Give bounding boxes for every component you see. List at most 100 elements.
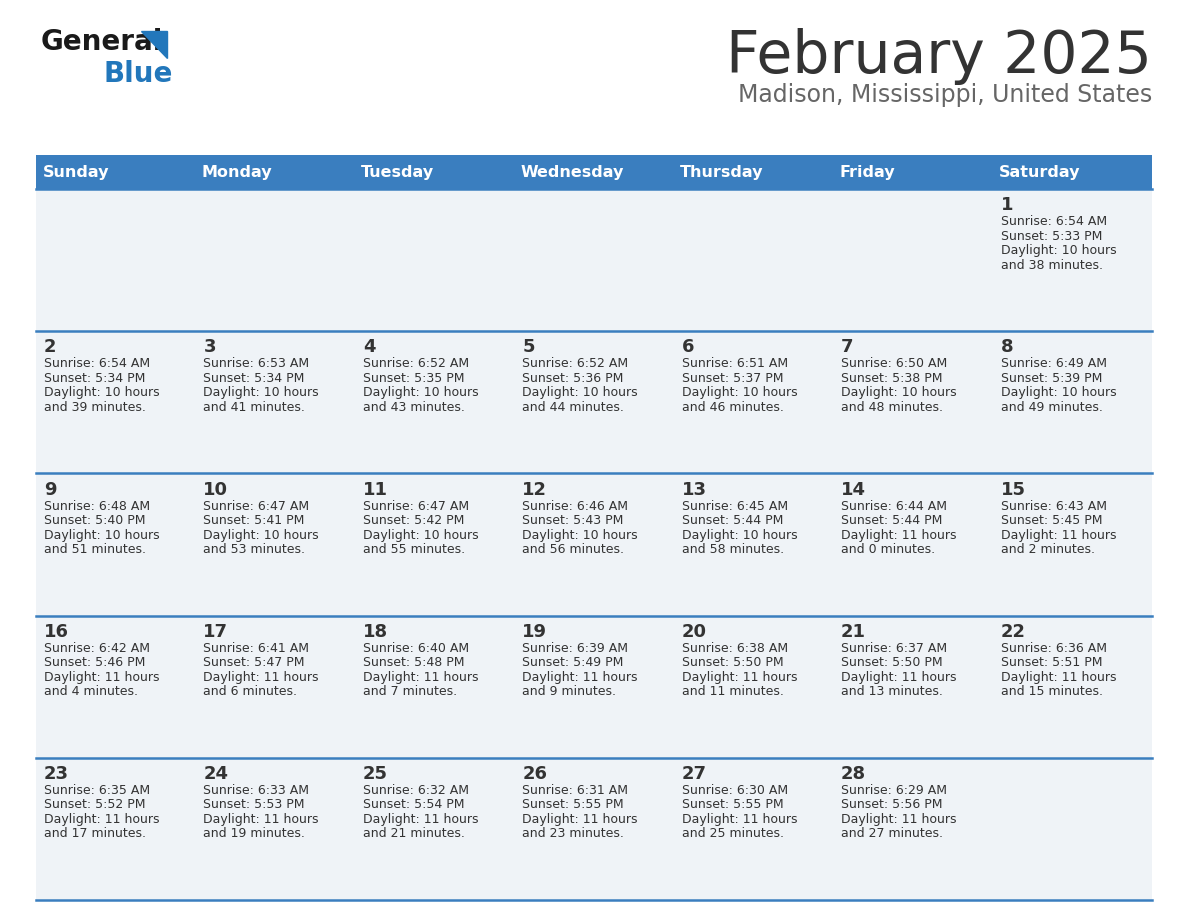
Text: 13: 13 bbox=[682, 480, 707, 498]
Text: Sunset: 5:44 PM: Sunset: 5:44 PM bbox=[841, 514, 942, 527]
Text: Sunday: Sunday bbox=[43, 164, 109, 180]
Text: 16: 16 bbox=[44, 622, 69, 641]
Text: 20: 20 bbox=[682, 622, 707, 641]
Text: Daylight: 11 hours: Daylight: 11 hours bbox=[1000, 529, 1116, 542]
Text: and 7 minutes.: and 7 minutes. bbox=[362, 685, 457, 699]
Text: Sunset: 5:55 PM: Sunset: 5:55 PM bbox=[523, 799, 624, 812]
Text: Friday: Friday bbox=[840, 164, 895, 180]
Text: 10: 10 bbox=[203, 480, 228, 498]
Text: Sunset: 5:46 PM: Sunset: 5:46 PM bbox=[44, 656, 145, 669]
Text: Sunrise: 6:52 AM: Sunrise: 6:52 AM bbox=[362, 357, 469, 370]
Text: and 38 minutes.: and 38 minutes. bbox=[1000, 259, 1102, 272]
Text: 25: 25 bbox=[362, 765, 387, 783]
Text: Sunrise: 6:31 AM: Sunrise: 6:31 AM bbox=[523, 784, 628, 797]
Text: Sunrise: 6:40 AM: Sunrise: 6:40 AM bbox=[362, 642, 469, 655]
Text: 24: 24 bbox=[203, 765, 228, 783]
Text: Sunset: 5:35 PM: Sunset: 5:35 PM bbox=[362, 372, 465, 385]
Text: Daylight: 11 hours: Daylight: 11 hours bbox=[362, 671, 479, 684]
Text: 11: 11 bbox=[362, 480, 387, 498]
Text: Sunset: 5:49 PM: Sunset: 5:49 PM bbox=[523, 656, 624, 669]
Text: Sunset: 5:38 PM: Sunset: 5:38 PM bbox=[841, 372, 942, 385]
Text: Daylight: 11 hours: Daylight: 11 hours bbox=[682, 813, 797, 826]
Text: Daylight: 10 hours: Daylight: 10 hours bbox=[203, 386, 320, 399]
Text: Daylight: 10 hours: Daylight: 10 hours bbox=[1000, 386, 1117, 399]
Text: 26: 26 bbox=[523, 765, 548, 783]
Text: Sunrise: 6:41 AM: Sunrise: 6:41 AM bbox=[203, 642, 309, 655]
Text: and 41 minutes.: and 41 minutes. bbox=[203, 401, 305, 414]
Text: Sunset: 5:39 PM: Sunset: 5:39 PM bbox=[1000, 372, 1102, 385]
Text: 15: 15 bbox=[1000, 480, 1025, 498]
Text: 2: 2 bbox=[44, 339, 57, 356]
Text: Sunrise: 6:35 AM: Sunrise: 6:35 AM bbox=[44, 784, 150, 797]
Text: Daylight: 10 hours: Daylight: 10 hours bbox=[682, 529, 797, 542]
Text: Sunrise: 6:52 AM: Sunrise: 6:52 AM bbox=[523, 357, 628, 370]
Text: 4: 4 bbox=[362, 339, 375, 356]
Text: and 21 minutes.: and 21 minutes. bbox=[362, 827, 465, 840]
Text: 8: 8 bbox=[1000, 339, 1013, 356]
Text: Sunset: 5:51 PM: Sunset: 5:51 PM bbox=[1000, 656, 1102, 669]
Text: Sunset: 5:37 PM: Sunset: 5:37 PM bbox=[682, 372, 783, 385]
Text: Daylight: 11 hours: Daylight: 11 hours bbox=[203, 813, 318, 826]
Text: Daylight: 11 hours: Daylight: 11 hours bbox=[523, 813, 638, 826]
Text: Sunset: 5:53 PM: Sunset: 5:53 PM bbox=[203, 799, 305, 812]
Text: and 48 minutes.: and 48 minutes. bbox=[841, 401, 943, 414]
Text: Tuesday: Tuesday bbox=[361, 164, 435, 180]
Text: Madison, Mississippi, United States: Madison, Mississippi, United States bbox=[738, 83, 1152, 107]
Text: and 11 minutes.: and 11 minutes. bbox=[682, 685, 784, 699]
Text: Sunset: 5:34 PM: Sunset: 5:34 PM bbox=[203, 372, 305, 385]
Text: Sunrise: 6:42 AM: Sunrise: 6:42 AM bbox=[44, 642, 150, 655]
Text: Sunrise: 6:48 AM: Sunrise: 6:48 AM bbox=[44, 499, 150, 512]
Text: Sunrise: 6:45 AM: Sunrise: 6:45 AM bbox=[682, 499, 788, 512]
Text: Sunrise: 6:54 AM: Sunrise: 6:54 AM bbox=[44, 357, 150, 370]
Text: Sunset: 5:44 PM: Sunset: 5:44 PM bbox=[682, 514, 783, 527]
Text: 22: 22 bbox=[1000, 622, 1025, 641]
Text: Sunset: 5:36 PM: Sunset: 5:36 PM bbox=[523, 372, 624, 385]
Text: Sunrise: 6:36 AM: Sunrise: 6:36 AM bbox=[1000, 642, 1106, 655]
Text: 9: 9 bbox=[44, 480, 57, 498]
Text: and 25 minutes.: and 25 minutes. bbox=[682, 827, 784, 840]
Text: Sunrise: 6:39 AM: Sunrise: 6:39 AM bbox=[523, 642, 628, 655]
Text: 23: 23 bbox=[44, 765, 69, 783]
Text: Daylight: 11 hours: Daylight: 11 hours bbox=[1000, 671, 1116, 684]
Text: Thursday: Thursday bbox=[680, 164, 764, 180]
Text: Sunrise: 6:44 AM: Sunrise: 6:44 AM bbox=[841, 499, 947, 512]
Text: and 51 minutes.: and 51 minutes. bbox=[44, 543, 146, 556]
Text: Sunrise: 6:32 AM: Sunrise: 6:32 AM bbox=[362, 784, 469, 797]
Text: General: General bbox=[42, 28, 164, 56]
Bar bbox=[36, 189, 1152, 331]
Text: Daylight: 10 hours: Daylight: 10 hours bbox=[44, 386, 159, 399]
Text: and 43 minutes.: and 43 minutes. bbox=[362, 401, 465, 414]
Text: and 2 minutes.: and 2 minutes. bbox=[1000, 543, 1094, 556]
Text: Sunset: 5:50 PM: Sunset: 5:50 PM bbox=[682, 656, 783, 669]
Text: Daylight: 11 hours: Daylight: 11 hours bbox=[523, 671, 638, 684]
Text: and 9 minutes.: and 9 minutes. bbox=[523, 685, 617, 699]
Text: Monday: Monday bbox=[202, 164, 272, 180]
Text: Sunset: 5:48 PM: Sunset: 5:48 PM bbox=[362, 656, 465, 669]
Text: Daylight: 10 hours: Daylight: 10 hours bbox=[523, 529, 638, 542]
Text: Sunrise: 6:47 AM: Sunrise: 6:47 AM bbox=[362, 499, 469, 512]
Text: Daylight: 10 hours: Daylight: 10 hours bbox=[362, 529, 479, 542]
Text: Sunset: 5:43 PM: Sunset: 5:43 PM bbox=[523, 514, 624, 527]
Text: Daylight: 11 hours: Daylight: 11 hours bbox=[44, 671, 159, 684]
Text: Sunrise: 6:37 AM: Sunrise: 6:37 AM bbox=[841, 642, 947, 655]
Text: Sunrise: 6:49 AM: Sunrise: 6:49 AM bbox=[1000, 357, 1106, 370]
Text: 17: 17 bbox=[203, 622, 228, 641]
Text: Sunrise: 6:51 AM: Sunrise: 6:51 AM bbox=[682, 357, 788, 370]
Text: 18: 18 bbox=[362, 622, 388, 641]
Text: Daylight: 11 hours: Daylight: 11 hours bbox=[841, 671, 956, 684]
Bar bbox=[36, 474, 1152, 616]
Text: 1: 1 bbox=[1000, 196, 1013, 214]
Text: and 44 minutes.: and 44 minutes. bbox=[523, 401, 624, 414]
Text: 3: 3 bbox=[203, 339, 216, 356]
Text: and 19 minutes.: and 19 minutes. bbox=[203, 827, 305, 840]
Text: and 56 minutes.: and 56 minutes. bbox=[523, 543, 624, 556]
Bar bbox=[36, 331, 1152, 474]
Polygon shape bbox=[141, 31, 168, 58]
Text: 12: 12 bbox=[523, 480, 548, 498]
Text: February 2025: February 2025 bbox=[726, 28, 1152, 85]
Text: Sunset: 5:41 PM: Sunset: 5:41 PM bbox=[203, 514, 305, 527]
Text: and 6 minutes.: and 6 minutes. bbox=[203, 685, 297, 699]
Text: 6: 6 bbox=[682, 339, 694, 356]
Text: Sunset: 5:56 PM: Sunset: 5:56 PM bbox=[841, 799, 942, 812]
Text: Blue: Blue bbox=[103, 60, 172, 88]
